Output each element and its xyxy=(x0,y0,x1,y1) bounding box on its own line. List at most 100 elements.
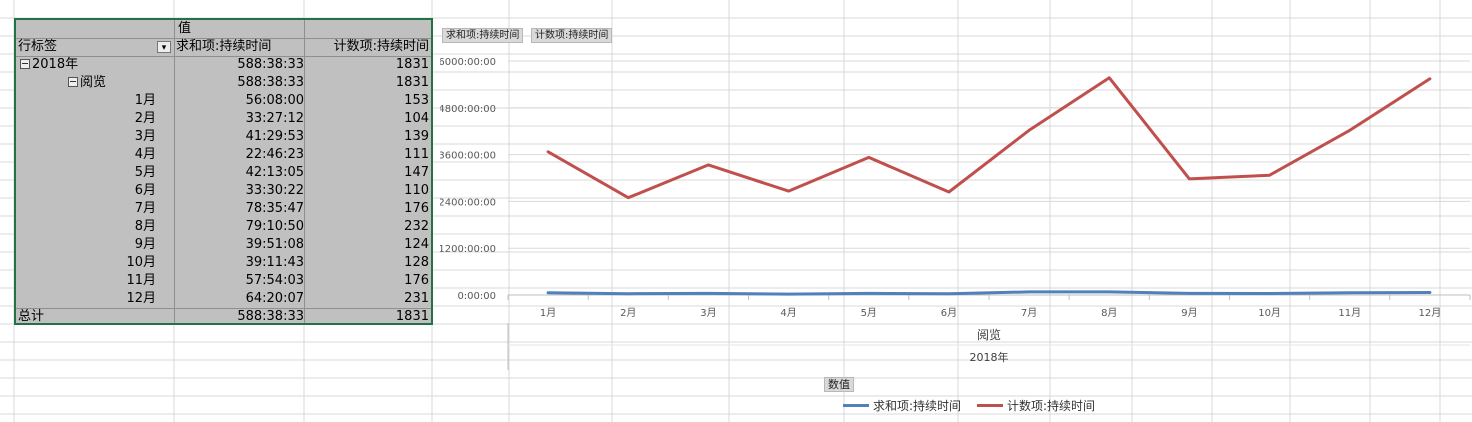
month-sum: 42:13:05 xyxy=(245,165,304,180)
month-count: 153 xyxy=(404,93,429,108)
month-label: 2月 xyxy=(134,111,156,126)
month-count: 147 xyxy=(404,165,429,180)
y-tick-label: 6000:00:00 xyxy=(440,57,496,68)
x-tick-label: 8月 xyxy=(1101,307,1117,319)
month-sum: 78:35:47 xyxy=(245,201,304,216)
legend-swatch xyxy=(843,404,869,407)
field-button-count[interactable]: 计数项:持续时间 xyxy=(531,28,613,43)
value-header[interactable]: 值 xyxy=(178,21,192,36)
month-sum: 79:10:50 xyxy=(245,219,304,234)
month-label: 5月 xyxy=(134,165,156,180)
pivot-month-row[interactable]: 2月 33:27:12 104 xyxy=(16,110,431,128)
filter-dropdown-button[interactable]: ▾ xyxy=(157,41,171,53)
month-sum: 57:54:03 xyxy=(245,273,304,288)
y-tick-label: 3600:00:00 xyxy=(440,151,496,162)
pivot-chart[interactable]: 求和项:持续时间 计数项:持续时间 0:00:00 1200:00:00 2400:… xyxy=(440,22,1472,422)
legend-label: 求和项:持续时间 xyxy=(873,399,962,413)
month-label: 12月 xyxy=(126,291,156,306)
pivot-table[interactable]: 值 行标签 ▾ 求和项:持续时间 计数项:持续时间 2018年 588:38:3… xyxy=(14,18,433,325)
x-tick-label: 9月 xyxy=(1181,307,1197,319)
month-sum: 41:29:53 xyxy=(245,129,304,144)
pivot-divider xyxy=(16,56,431,57)
x-tick-label: 12月 xyxy=(1419,307,1442,319)
total-sum: 588:38:33 xyxy=(237,309,304,324)
month-count: 176 xyxy=(404,201,429,216)
month-count: 128 xyxy=(404,255,429,270)
category-count: 1831 xyxy=(395,75,429,90)
pivot-month-row[interactable]: 1月 56:08:00 153 xyxy=(16,92,431,110)
category-sum: 588:38:33 xyxy=(237,75,304,90)
collapse-icon[interactable] xyxy=(68,76,78,87)
legend-item-count[interactable]: 计数项:持续时间 xyxy=(977,399,1095,413)
y-tick-label: 0:00:00 xyxy=(457,291,496,302)
pivot-month-row[interactable]: 3月 41:29:53 139 xyxy=(16,128,431,146)
pivot-month-row[interactable]: 5月 42:13:05 147 xyxy=(16,164,431,182)
y-tick-label: 2400:00:00 xyxy=(440,197,496,208)
month-sum: 39:51:08 xyxy=(245,237,304,252)
col-sum-header[interactable]: 求和项:持续时间 xyxy=(176,39,272,54)
pivot-value-header-row: 值 xyxy=(16,20,431,38)
month-sum: 64:20:07 xyxy=(245,291,304,306)
pivot-divider xyxy=(16,38,431,39)
pivot-month-row[interactable]: 4月 22:46:23 111 xyxy=(16,146,431,164)
x-tick-label: 10月 xyxy=(1258,307,1281,319)
year-axis-label: 2018年 xyxy=(970,350,1009,364)
month-label: 8月 xyxy=(134,219,156,234)
pivot-month-row[interactable]: 12月 64:20:07 231 xyxy=(16,290,431,308)
x-tick-label: 6月 xyxy=(941,307,957,319)
year-sum: 588:38:33 xyxy=(237,57,304,72)
x-tick-label: 2月 xyxy=(620,307,636,319)
field-button-sum[interactable]: 求和项:持续时间 xyxy=(442,28,524,43)
pivot-month-row[interactable]: 11月 57:54:03 176 xyxy=(16,272,431,290)
year-label: 2018年 xyxy=(32,57,79,72)
month-sum: 22:46:23 xyxy=(245,147,304,162)
month-label: 1月 xyxy=(134,93,156,108)
pivot-category-row[interactable]: 阅览 588:38:33 1831 xyxy=(16,74,431,92)
pivot-header-row: 行标签 ▾ 求和项:持续时间 计数项:持续时间 xyxy=(16,38,431,56)
collapse-icon[interactable] xyxy=(20,58,30,69)
pivot-year-row[interactable]: 2018年 588:38:33 1831 xyxy=(16,56,431,74)
month-count: 110 xyxy=(404,183,429,198)
pivot-total-row[interactable]: 总计 588:38:33 1831 xyxy=(16,308,431,326)
col-count-header[interactable]: 计数项:持续时间 xyxy=(333,39,429,54)
pivot-month-row[interactable]: 8月 79:10:50 232 xyxy=(16,218,431,236)
month-label: 11月 xyxy=(126,273,156,288)
month-sum: 39:11:43 xyxy=(245,255,304,270)
year-count: 1831 xyxy=(395,57,429,72)
month-count: 176 xyxy=(404,273,429,288)
month-label: 3月 xyxy=(134,129,156,144)
pivot-month-row[interactable]: 6月 33:30:22 110 xyxy=(16,182,431,200)
group-axis-label: 阅览 xyxy=(977,327,1001,342)
month-label: 4月 xyxy=(134,147,156,162)
total-count: 1831 xyxy=(395,309,429,324)
month-label: 7月 xyxy=(134,201,156,216)
month-sum: 33:27:12 xyxy=(245,111,304,126)
pivot-divider xyxy=(16,308,431,309)
values-button[interactable]: 数值 xyxy=(824,377,854,392)
category-label: 阅览 xyxy=(80,75,107,90)
month-count: 111 xyxy=(404,147,429,162)
line-chart-plot: 0:00:00 1200:00:00 2400:00:00 3600:00:00 480… xyxy=(440,57,1471,370)
pivot-month-row[interactable]: 9月 39:51:08 124 xyxy=(16,236,431,254)
series-line-sum xyxy=(546,290,1432,296)
pivot-month-row[interactable]: 7月 78:35:47 176 xyxy=(16,200,431,218)
month-count: 139 xyxy=(404,129,429,144)
series-line-count xyxy=(546,76,1432,200)
filter-icon: ▾ xyxy=(161,43,167,53)
x-tick-label: 11月 xyxy=(1338,307,1361,319)
month-count: 232 xyxy=(404,219,429,234)
x-tick-label: 5月 xyxy=(861,307,877,319)
month-count: 124 xyxy=(404,237,429,252)
month-sum: 33:30:22 xyxy=(245,183,304,198)
month-sum: 56:08:00 xyxy=(245,93,304,108)
month-label: 9月 xyxy=(134,237,156,252)
pivot-month-row[interactable]: 10月 39:11:43 128 xyxy=(16,254,431,272)
x-tick-label: 7月 xyxy=(1021,307,1037,319)
legend-swatch xyxy=(977,404,1003,407)
total-label: 总计 xyxy=(18,309,45,324)
month-label: 6月 xyxy=(134,183,156,198)
pivot-col-divider xyxy=(304,20,305,323)
row-label-header[interactable]: 行标签 xyxy=(18,39,58,54)
legend-item-sum[interactable]: 求和项:持续时间 xyxy=(843,399,961,413)
